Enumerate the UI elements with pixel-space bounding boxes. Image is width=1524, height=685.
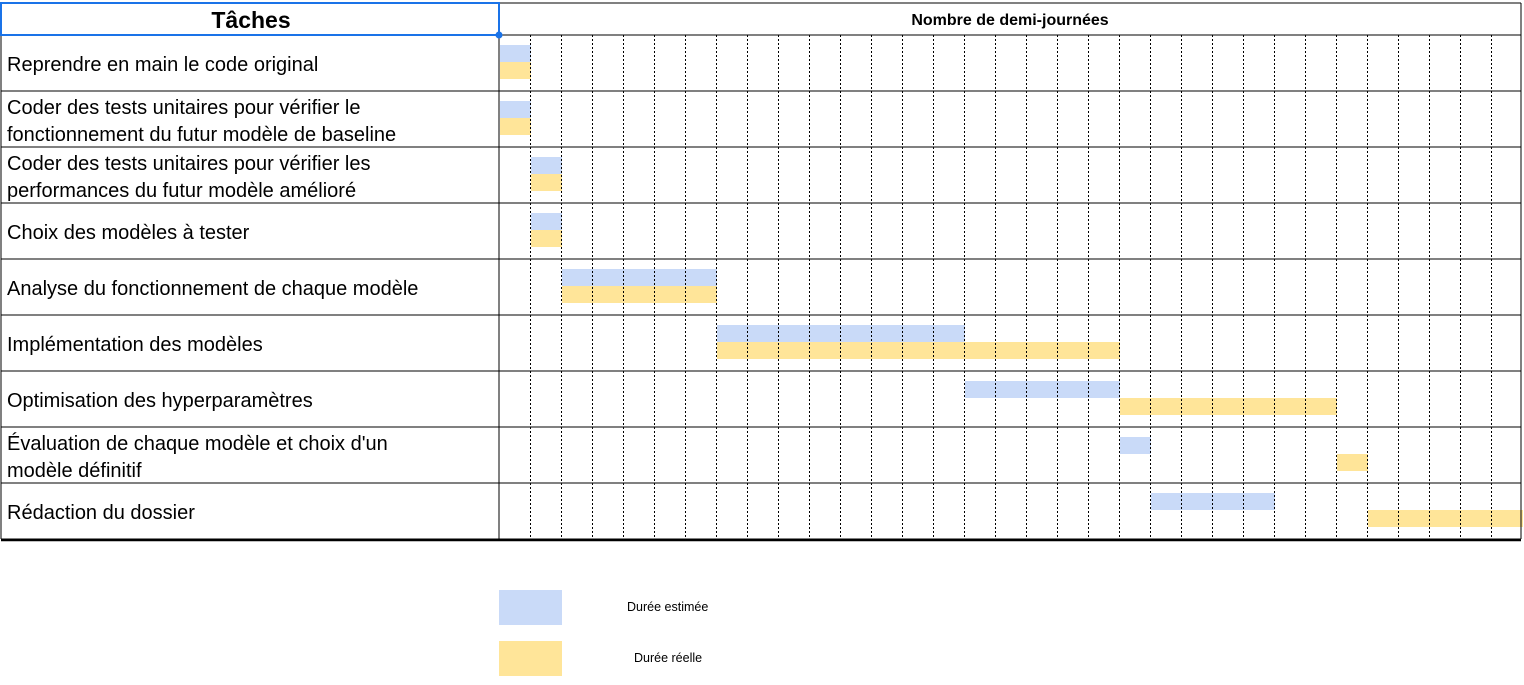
task-label: Coder des tests unitaires pour vérifier …: [7, 97, 396, 146]
tasks-header: Tâches: [211, 7, 290, 33]
bar-actual-2: [500, 118, 531, 135]
task-label: Optimisation des hyperparamètres: [7, 390, 313, 412]
selection-handle: [495, 31, 503, 39]
bar-estimated-6: [717, 325, 965, 342]
task-label: Rédaction du dossier: [7, 502, 195, 524]
bar-estimated-7: [965, 381, 1120, 398]
task-label: Évaluation de chaque modèle et choix d'u…: [7, 432, 388, 482]
task-label: Analyse du fonctionnement de chaque modè…: [7, 278, 418, 300]
legend-estimated-swatch: [499, 590, 562, 625]
bar-estimated-8: [1120, 437, 1151, 454]
bar-actual-5: [562, 286, 717, 303]
bar-estimated-5: [562, 269, 717, 286]
bar-estimated-4: [531, 213, 562, 230]
bar-estimated-1: [500, 45, 531, 62]
bar-actual-3: [531, 174, 562, 191]
task-label: Implémentation des modèles: [7, 334, 263, 356]
task-label: Coder des tests unitaires pour vérifier …: [7, 153, 371, 202]
timeline-header: Nombre de demi-journées: [911, 12, 1108, 29]
legend-estimated-label: Durée estimée: [627, 600, 709, 614]
bar-actual-1: [500, 62, 531, 79]
bar-estimated-2: [500, 101, 531, 118]
bar-actual-8: [1337, 454, 1368, 471]
task-label: Reprendre en main le code original: [7, 54, 318, 76]
bar-actual-6: [717, 342, 1120, 359]
legend-actual-label: Durée réelle: [634, 651, 703, 665]
bar-actual-7: [1120, 398, 1337, 415]
bar-estimated-9: [1151, 493, 1275, 510]
bar-actual-9: [1368, 510, 1523, 527]
bar-estimated-3: [531, 157, 562, 174]
bar-actual-4: [531, 230, 562, 247]
task-label: Choix des modèles à tester: [7, 222, 250, 244]
legend-actual-swatch: [499, 641, 562, 676]
cell-selection-border: [0, 2, 500, 36]
